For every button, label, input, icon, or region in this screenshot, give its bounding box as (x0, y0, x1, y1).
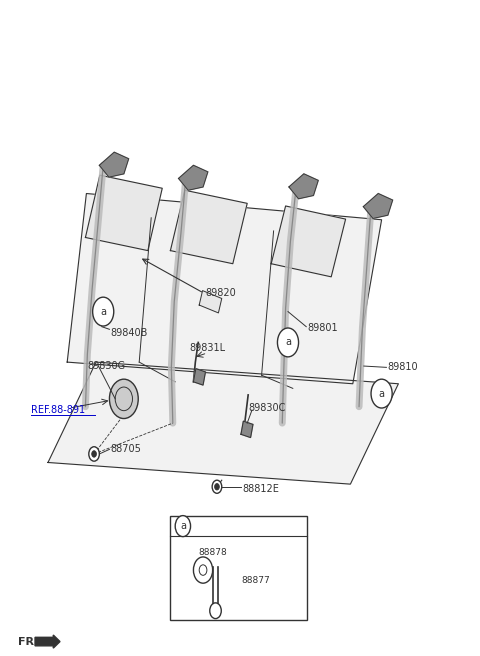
Text: 89840B: 89840B (110, 327, 148, 338)
Polygon shape (85, 175, 162, 251)
Polygon shape (179, 165, 208, 190)
Polygon shape (48, 362, 398, 484)
Circle shape (92, 451, 96, 457)
Circle shape (109, 379, 138, 419)
Polygon shape (193, 369, 205, 385)
FancyArrow shape (35, 635, 60, 648)
Text: 89831L: 89831L (190, 342, 226, 353)
Polygon shape (170, 190, 247, 264)
Polygon shape (289, 174, 318, 199)
Circle shape (89, 447, 99, 461)
Circle shape (212, 480, 222, 493)
Polygon shape (99, 152, 129, 177)
Text: REF.88-891: REF.88-891 (31, 405, 85, 415)
Text: 89801: 89801 (307, 323, 338, 333)
Circle shape (215, 483, 219, 490)
Text: 88877: 88877 (241, 576, 270, 585)
Text: 89810: 89810 (388, 362, 419, 373)
Circle shape (175, 516, 191, 537)
Polygon shape (199, 291, 222, 313)
Text: a: a (379, 388, 384, 399)
Text: FR.: FR. (18, 636, 39, 647)
Bar (170, 516, 307, 620)
Text: 89820: 89820 (205, 288, 236, 298)
Circle shape (93, 297, 114, 326)
Polygon shape (241, 421, 253, 438)
Polygon shape (67, 194, 382, 384)
Polygon shape (271, 206, 346, 277)
Text: 88705: 88705 (110, 444, 141, 455)
Circle shape (199, 565, 207, 575)
Text: 88878: 88878 (198, 548, 227, 557)
Text: a: a (180, 521, 186, 531)
Circle shape (210, 603, 221, 619)
Polygon shape (363, 194, 393, 218)
Circle shape (277, 328, 299, 357)
Text: a: a (100, 306, 106, 317)
Circle shape (371, 379, 392, 408)
Text: 88812E: 88812E (242, 483, 279, 494)
Text: a: a (285, 337, 291, 348)
Text: 89830C: 89830C (249, 403, 286, 413)
Text: 89830G: 89830G (87, 361, 125, 371)
